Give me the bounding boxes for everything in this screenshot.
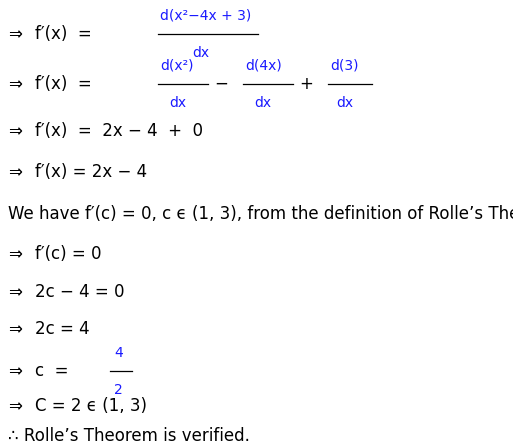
Text: d(3): d(3) [330,59,359,72]
Text: ⇒: ⇒ [8,163,22,181]
Text: dx: dx [336,95,353,110]
Text: ⇒: ⇒ [8,122,22,140]
Text: f′(x)  =: f′(x) = [35,75,102,93]
Text: c  =: c = [35,362,79,380]
Text: 2c = 4: 2c = 4 [35,320,90,338]
Text: −: − [214,75,228,93]
Text: ⇒: ⇒ [8,75,22,93]
Text: ⇒: ⇒ [8,25,22,43]
Text: d(4x): d(4x) [245,59,282,72]
Text: We have f′(c) = 0, c ϵ (1, 3), from the definition of Rolle’s Theorem.: We have f′(c) = 0, c ϵ (1, 3), from the … [8,205,513,223]
Text: ⇒: ⇒ [8,397,22,415]
Text: 4: 4 [114,345,123,360]
Text: f′(c) = 0: f′(c) = 0 [35,245,102,263]
Text: C = 2 ϵ (1, 3): C = 2 ϵ (1, 3) [35,397,147,415]
Text: ⇒: ⇒ [8,320,22,338]
Text: d(x²−4x + 3): d(x²−4x + 3) [160,8,251,23]
Text: ⇒: ⇒ [8,283,22,301]
Text: dx: dx [254,95,271,110]
Text: 2c − 4 = 0: 2c − 4 = 0 [35,283,125,301]
Text: f′(x)  =: f′(x) = [35,25,102,43]
Text: ⇒: ⇒ [8,245,22,263]
Text: ∴ Rolle’s Theorem is verified.: ∴ Rolle’s Theorem is verified. [8,427,250,444]
Text: dx: dx [192,45,209,59]
Text: dx: dx [169,95,186,110]
Text: +: + [299,75,313,93]
Text: d(x²): d(x²) [160,59,193,72]
Text: f′(x)  =  2x − 4  +  0: f′(x) = 2x − 4 + 0 [35,122,203,140]
Text: f′(x) = 2x − 4: f′(x) = 2x − 4 [35,163,147,181]
Text: 2: 2 [114,382,123,396]
Text: ⇒: ⇒ [8,362,22,380]
